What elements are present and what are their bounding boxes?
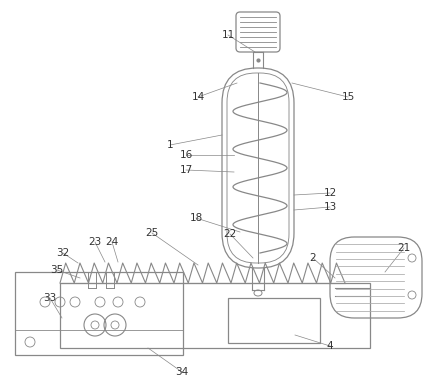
Text: 14: 14 [191,92,204,102]
Text: 2: 2 [310,253,316,263]
Text: 21: 21 [397,243,411,253]
Text: 4: 4 [327,341,333,351]
Text: 33: 33 [43,293,57,303]
Bar [15,272,183,355]
Text: 25: 25 [145,228,159,238]
Text: 16: 16 [179,150,193,160]
Bar [228,298,320,343]
Text: 34: 34 [175,367,189,377]
Text: 18: 18 [189,213,203,223]
Text: 17: 17 [179,165,193,175]
Text: 13: 13 [324,202,337,212]
Bar [60,283,370,348]
Text: 15: 15 [341,92,354,102]
Text: 35: 35 [51,265,64,275]
Text: 1: 1 [167,140,174,150]
Text: 24: 24 [106,237,119,247]
Text: 12: 12 [324,188,337,198]
Text: 11: 11 [221,30,235,40]
Text: 23: 23 [89,237,102,247]
Text: 22: 22 [223,229,237,239]
Text: 32: 32 [56,248,70,258]
